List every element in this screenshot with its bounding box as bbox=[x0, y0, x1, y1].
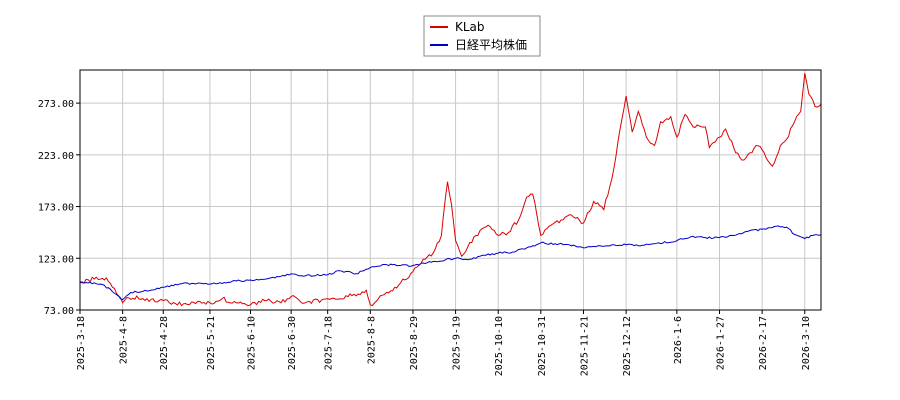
legend-label: KLab bbox=[455, 20, 485, 34]
x-tick-label: 2025-6-10 bbox=[247, 316, 258, 370]
legend-label: 日経平均株価 bbox=[455, 37, 527, 52]
legend: KLab 日経平均株価 bbox=[423, 15, 541, 57]
x-axis: 2025-3-18 2025-4-8 2025-4-28 2025-5-21 2025-… bbox=[76, 310, 812, 376]
x-tick-label: 2025-8-8 bbox=[366, 316, 377, 364]
x-tick-label: 2025-5-21 bbox=[206, 316, 217, 370]
x-tick-label: 2025-11-21 bbox=[579, 316, 590, 376]
series-line-nikkei bbox=[79, 225, 822, 301]
x-tick-label: 2025-7-18 bbox=[324, 316, 335, 370]
x-tick-label: 2025-10-10 bbox=[494, 316, 505, 376]
series-line-klab bbox=[79, 73, 822, 307]
y-tick-label: 273.00 bbox=[38, 99, 74, 110]
x-tick-label: 2025-10-31 bbox=[537, 316, 548, 376]
y-tick-label: 223.00 bbox=[38, 151, 74, 162]
y-tick-label: 73.00 bbox=[44, 306, 74, 317]
x-tick-label: 2025-3-18 bbox=[76, 316, 87, 370]
x-tick-label: 2025-8-29 bbox=[409, 316, 420, 370]
plot-background bbox=[80, 70, 821, 310]
x-tick-label: 2026-3-10 bbox=[801, 316, 812, 370]
x-tick-label: 2025-12-12 bbox=[622, 316, 633, 376]
y-tick-label: 173.00 bbox=[38, 203, 74, 214]
y-axis: 73.00 123.00 173.00 223.00 273.00 bbox=[38, 99, 80, 317]
x-tick-label: 2026-1-27 bbox=[715, 316, 726, 370]
x-tick-label: 2026-2-17 bbox=[758, 316, 769, 370]
x-tick-label: 2025-4-28 bbox=[159, 316, 170, 370]
x-tick-label: 2026-1-6 bbox=[673, 316, 684, 364]
x-tick-label: 2025-4-8 bbox=[119, 316, 130, 364]
x-tick-label: 2025-9-19 bbox=[452, 316, 463, 370]
x-tick-label: 2025-6-30 bbox=[287, 316, 298, 370]
y-tick-label: 123.00 bbox=[38, 254, 74, 265]
plot-frame bbox=[79, 69, 822, 311]
series-layer bbox=[79, 73, 822, 307]
legend-box bbox=[423, 15, 541, 57]
